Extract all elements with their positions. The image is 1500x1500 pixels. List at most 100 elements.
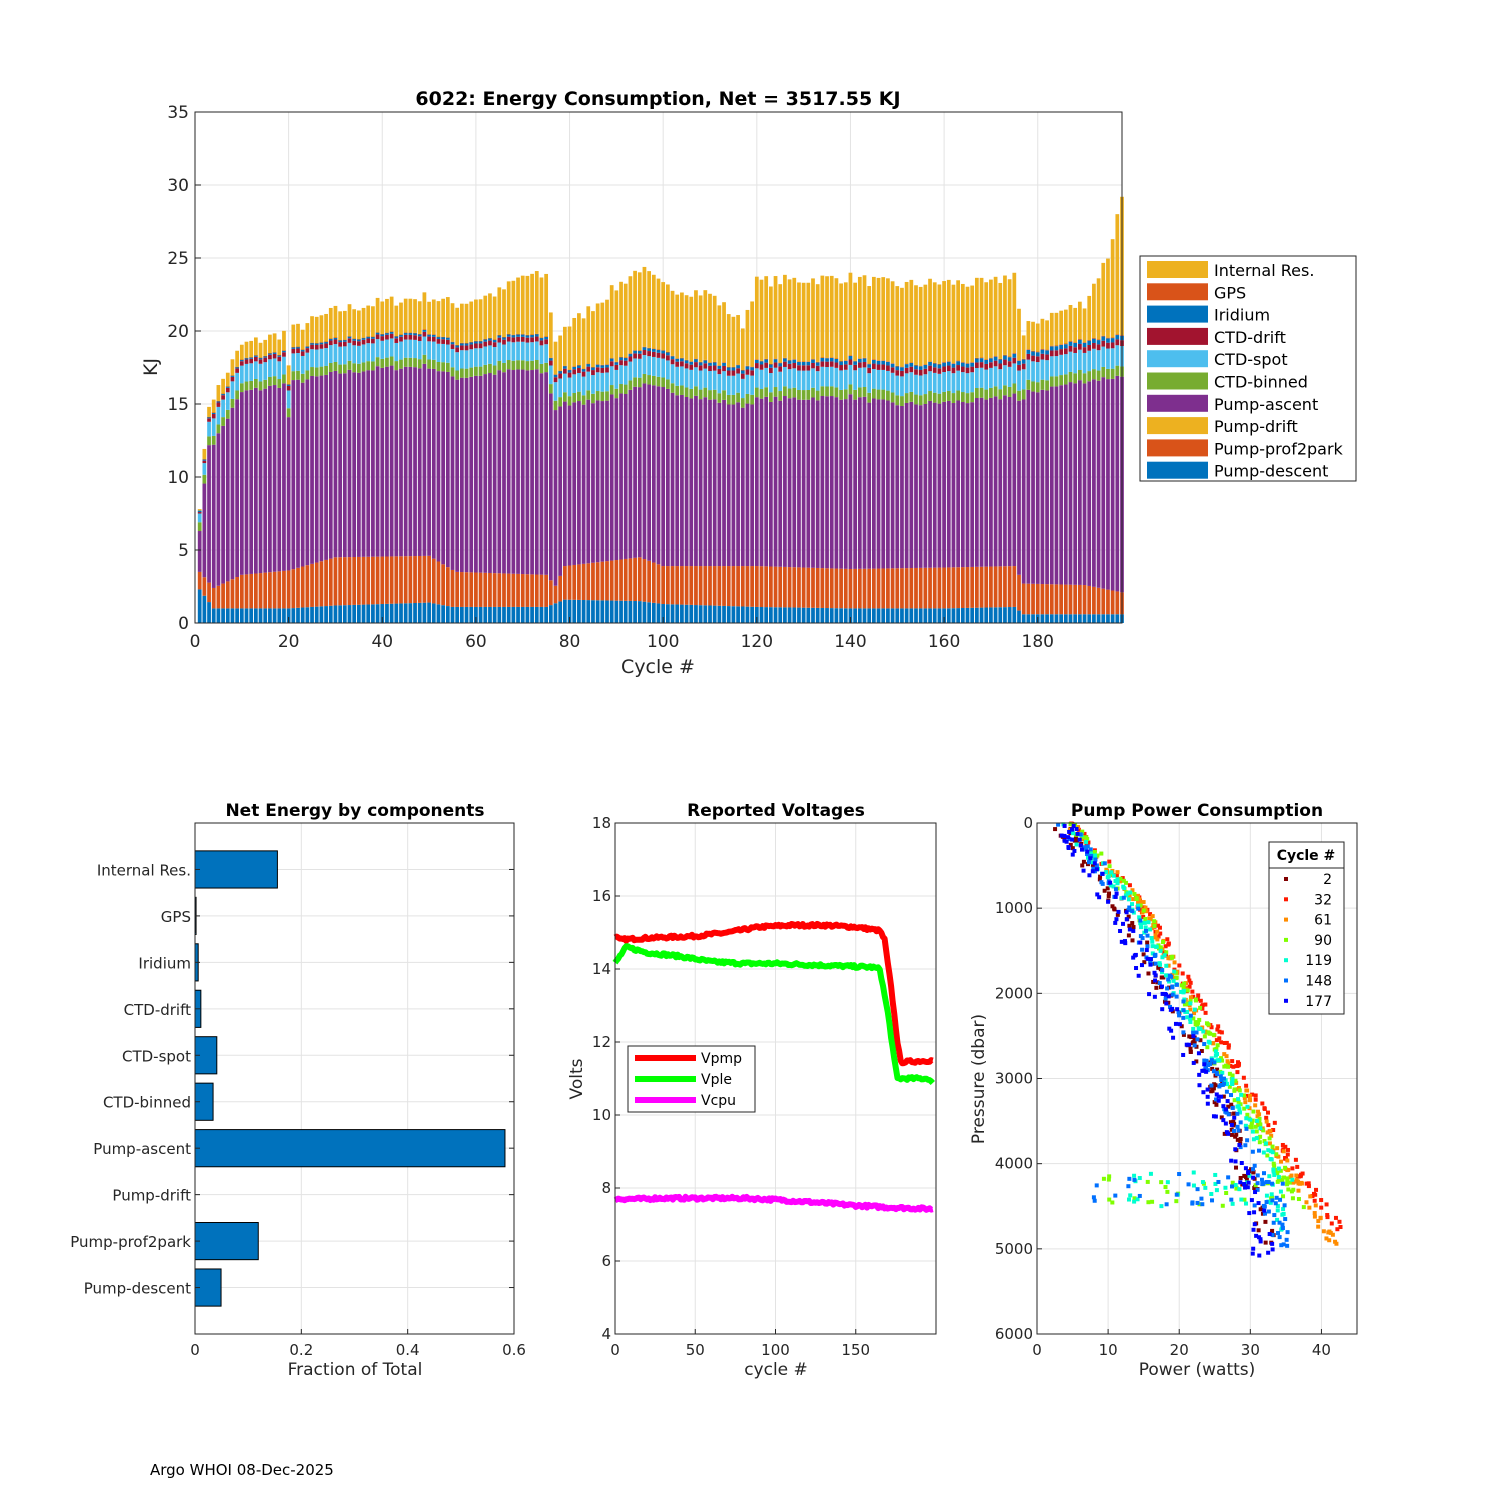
- energy-bar-segment: [932, 363, 937, 368]
- pump-point: [1224, 1089, 1229, 1094]
- energy-bar-segment: [380, 556, 385, 605]
- energy-bar-segment: [745, 309, 750, 366]
- energy-bar-segment: [848, 568, 853, 609]
- energy-bar-segment: [1021, 389, 1026, 400]
- energy-bar-segment: [773, 607, 778, 623]
- energy-bar-segment: [239, 359, 244, 362]
- pump-point: [1235, 1137, 1240, 1142]
- voltages-ylabel: Volts: [567, 1058, 587, 1099]
- energy-bar-segment: [197, 509, 202, 511]
- pump-point: [1199, 1048, 1204, 1053]
- energy-bar-segment: [661, 358, 666, 378]
- pump-point: [1243, 1166, 1248, 1171]
- energy-bar-segment: [665, 352, 670, 356]
- pump-point: [1222, 1052, 1227, 1057]
- energy-bar-segment: [942, 366, 946, 373]
- energy-bar-segment: [338, 557, 343, 606]
- energy-bar-segment: [417, 602, 422, 623]
- energy-bars: [197, 196, 1124, 623]
- pump-point: [1056, 822, 1061, 827]
- energy-bar-segment: [464, 606, 469, 623]
- pump-point: [1145, 940, 1150, 945]
- energy-bar-segment: [881, 364, 886, 370]
- energy-bar-segment: [918, 375, 923, 396]
- energy-bar-segment: [815, 607, 820, 623]
- energy-bar-segment: [1021, 399, 1026, 584]
- energy-bar-segment: [394, 305, 399, 337]
- pump-point: [1188, 1013, 1193, 1018]
- energy-bar-segment: [651, 385, 656, 563]
- energy-bar-segment: [1106, 589, 1110, 615]
- energy-bar-segment: [698, 566, 703, 606]
- energy-bar-segment: [497, 573, 502, 607]
- energy-bar-segment: [623, 558, 628, 601]
- pump-point: [1278, 1189, 1283, 1194]
- energy-bar-segment: [993, 366, 998, 387]
- energy-bar-segment: [1110, 338, 1115, 343]
- energy-bar-segment: [717, 305, 722, 366]
- energy-bar-segment: [375, 334, 380, 340]
- energy-bar-segment: [942, 372, 946, 392]
- energy-bar-segment: [436, 339, 441, 344]
- energy-bar-segment: [871, 276, 876, 360]
- energy-bar-segment: [319, 606, 324, 623]
- energy-bar-segment: [361, 307, 366, 338]
- pump-point: [1252, 1203, 1257, 1208]
- pump-point: [1192, 1007, 1197, 1012]
- pump-point: [1122, 886, 1127, 891]
- energy-bar-segment: [717, 365, 722, 369]
- energy-bar-segment: [544, 372, 549, 575]
- energy-bar-segment: [1115, 339, 1120, 346]
- energy-bar-segment: [857, 362, 862, 368]
- energy-bar-segment: [249, 357, 254, 359]
- energy-bar-segment: [427, 336, 431, 342]
- energy-bar-segment: [277, 571, 282, 609]
- energy-bar-segment: [539, 363, 544, 374]
- energy-bar-segment: [609, 358, 614, 362]
- pump-point: [1233, 1078, 1238, 1083]
- energy-bar-segment: [361, 556, 366, 605]
- energy-bar-segment: [216, 385, 221, 401]
- energy-bar-segment: [319, 342, 324, 343]
- energy-bar-segment: [525, 606, 530, 623]
- pump-point: [1165, 937, 1170, 942]
- pump-point: [1139, 925, 1144, 930]
- energy-bar-segment: [502, 606, 506, 623]
- energy-bar-segment: [628, 361, 633, 381]
- energy-bar-segment: [928, 567, 932, 609]
- energy-bar-segment: [628, 600, 633, 623]
- pump-point: [1053, 827, 1058, 832]
- pump-point: [1157, 981, 1162, 986]
- energy-bar-segment: [385, 298, 389, 333]
- energy-bar-segment: [703, 290, 708, 360]
- energy-bar-segment: [633, 350, 637, 351]
- energy-bar-segment: [520, 369, 525, 575]
- pump-point: [1281, 1211, 1286, 1216]
- energy-bar-segment: [605, 400, 609, 562]
- energy-bar-segment: [965, 373, 970, 394]
- energy-bar-segment: [417, 333, 422, 335]
- pump-point: [1259, 1177, 1264, 1182]
- energy-bar-segment: [684, 295, 689, 360]
- pump-point: [1225, 1099, 1230, 1104]
- pump-point: [1150, 951, 1155, 956]
- pump-point: [1312, 1211, 1317, 1216]
- energy-bar-segment: [497, 360, 502, 371]
- energy-bar-segment: [389, 331, 394, 333]
- energy-bar-segment: [694, 395, 698, 567]
- energy-bar-segment: [502, 337, 506, 340]
- energy-bar-segment: [244, 574, 249, 609]
- energy-bar-segment: [1059, 375, 1064, 386]
- energy-bar-segment: [867, 286, 872, 364]
- pump-point: [1075, 838, 1080, 843]
- energy-bar-segment: [464, 350, 469, 369]
- energy-bar-segment: [258, 381, 263, 391]
- energy-bar-segment: [1101, 335, 1106, 337]
- energy-bar-segment: [385, 334, 389, 340]
- pump-point: [1070, 852, 1075, 857]
- energy-bar-segment: [197, 571, 202, 590]
- energy-bar-segment: [314, 343, 319, 344]
- energy-bar-segment: [244, 357, 249, 360]
- energy-bar-segment: [647, 348, 652, 352]
- energy-bar-segment: [993, 360, 998, 367]
